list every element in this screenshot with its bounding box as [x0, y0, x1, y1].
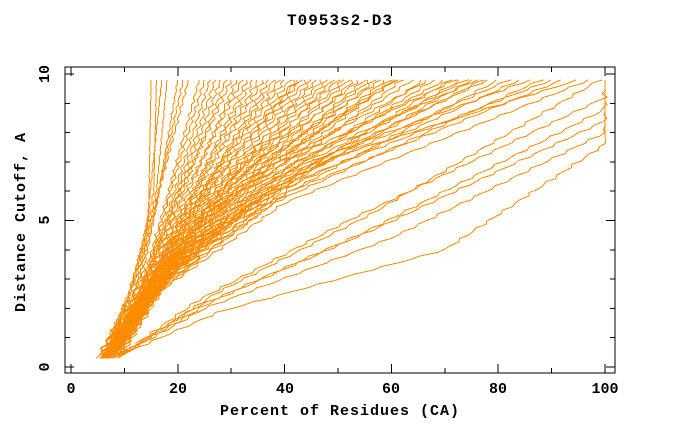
x-tick-label-60: 60 [381, 381, 400, 398]
y-tick-label-10: 10 [37, 65, 54, 84]
x-tick-label-40: 40 [275, 381, 294, 398]
x-tick-label-0: 0 [66, 381, 76, 398]
x-tick-label-80: 80 [488, 381, 507, 398]
chart-title: T0953s2-D3 [286, 12, 393, 30]
y-axis-label: Distance Cutoff, A [13, 131, 30, 313]
y-tick-label-0: 0 [37, 362, 54, 372]
x-tick-label-20: 20 [168, 381, 187, 398]
x-axis-label: Percent of Residues (CA) [219, 403, 461, 420]
y-tick-label-5: 5 [37, 215, 54, 225]
x-tick-label-100: 100 [591, 381, 619, 398]
